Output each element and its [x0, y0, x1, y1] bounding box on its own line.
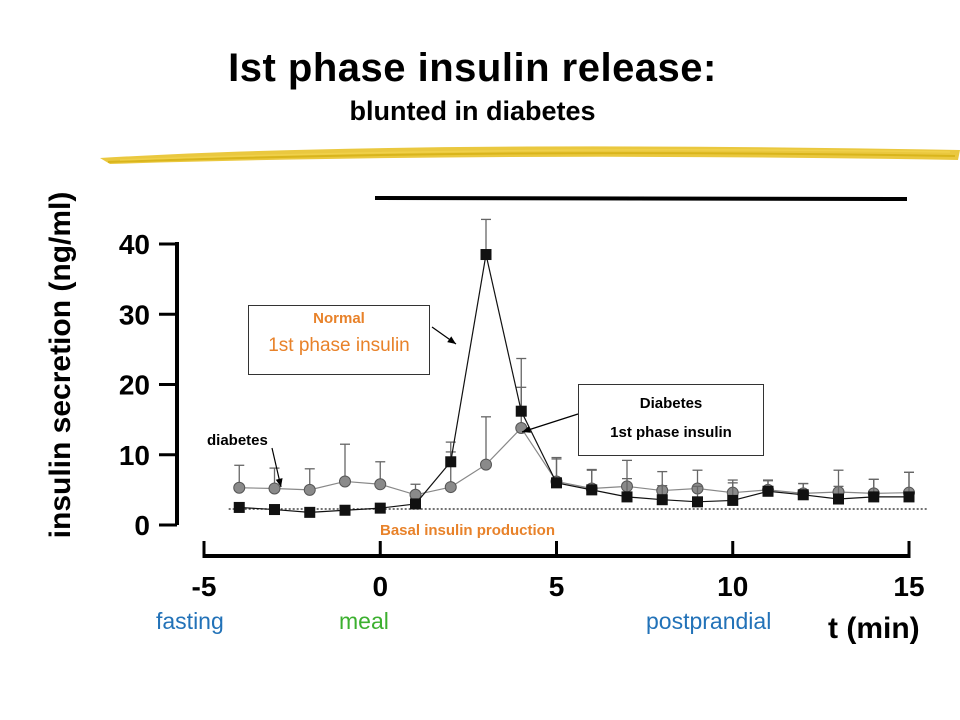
normal-data-point [551, 477, 562, 489]
normal-data-point [656, 494, 668, 506]
diabetes-annotation-title: Diabetes [639, 395, 703, 412]
normal-data-point [833, 493, 844, 505]
y-tick-label: 30 [119, 299, 150, 330]
y-tick-label: 0 [134, 510, 150, 541]
x-axis-label: t (min) [828, 612, 920, 645]
normal-data-point [269, 504, 280, 516]
normal-data-point [374, 502, 386, 514]
diabetes-data-point [303, 483, 316, 496]
diabetes-small-label: diabetes [207, 432, 268, 449]
y-tick-label: 40 [119, 229, 150, 260]
diabetes-annotation-box: Diabetes 1st phase insulin [578, 384, 764, 456]
basal-line-label: Basal insulin production [380, 522, 556, 539]
normal-data-point [304, 506, 316, 518]
y-tick-label: 10 [119, 440, 150, 471]
normal-data-point [515, 405, 527, 417]
normal-data-point [903, 491, 915, 503]
x-tick-label: 10 [717, 571, 748, 602]
normal-data-point [797, 489, 809, 501]
normal-annotation-title: Normal [313, 310, 365, 327]
normal-data-point [621, 491, 633, 503]
normal-data-point [445, 456, 457, 468]
normal-data-point [480, 249, 492, 261]
phase-label-fasting: fasting [156, 608, 224, 634]
y-tick-label: 20 [119, 370, 150, 401]
x-tick-label: 15 [893, 571, 924, 602]
diabetes-annotation-text: 1st phase insulin [610, 424, 732, 441]
phase-label-meal: meal [339, 608, 389, 634]
normal-data-point [762, 485, 774, 497]
page-subtitle: blunted in diabetes [349, 96, 596, 126]
period-bar [374, 196, 908, 201]
diabetes-data-point [480, 458, 492, 471]
normal-annotation-text: 1st phase insulin [268, 335, 410, 356]
phase-label-postprandial: postprandial [646, 608, 772, 634]
diabetes-data-point [339, 475, 351, 488]
diabetes-data-point [233, 481, 246, 494]
x-tick-label: -5 [192, 571, 217, 602]
x-tick-label: 5 [549, 571, 565, 602]
page-title: Ist phase insulin release: [228, 46, 717, 90]
diabetes-annotation-arrow [521, 413, 579, 433]
title-highlight-stroke [100, 146, 960, 164]
diabetes-data-point [268, 482, 281, 495]
x-tick-label: 0 [372, 571, 388, 602]
diabetes-data-point [374, 478, 387, 491]
normal-data-point [233, 501, 245, 513]
normal-annotation-arrow-head [447, 336, 456, 344]
normal-series-line [239, 254, 909, 513]
diabetes-label-arrow-head [275, 478, 283, 487]
normal-annotation-box: Normal 1st phase insulin [248, 305, 430, 375]
y-axis-label: insulin secretion (ng/ml) [44, 192, 77, 539]
normal-data-point [339, 504, 351, 516]
normal-data-point [727, 494, 739, 506]
diabetes-series-line [239, 427, 910, 496]
diabetes-data-point [444, 481, 457, 494]
normal-data-point [868, 491, 880, 503]
normal-data-point [692, 496, 703, 508]
normal-data-point [410, 498, 421, 510]
diabetes-annotation-arrow-head [522, 426, 531, 433]
normal-data-point [586, 484, 598, 496]
